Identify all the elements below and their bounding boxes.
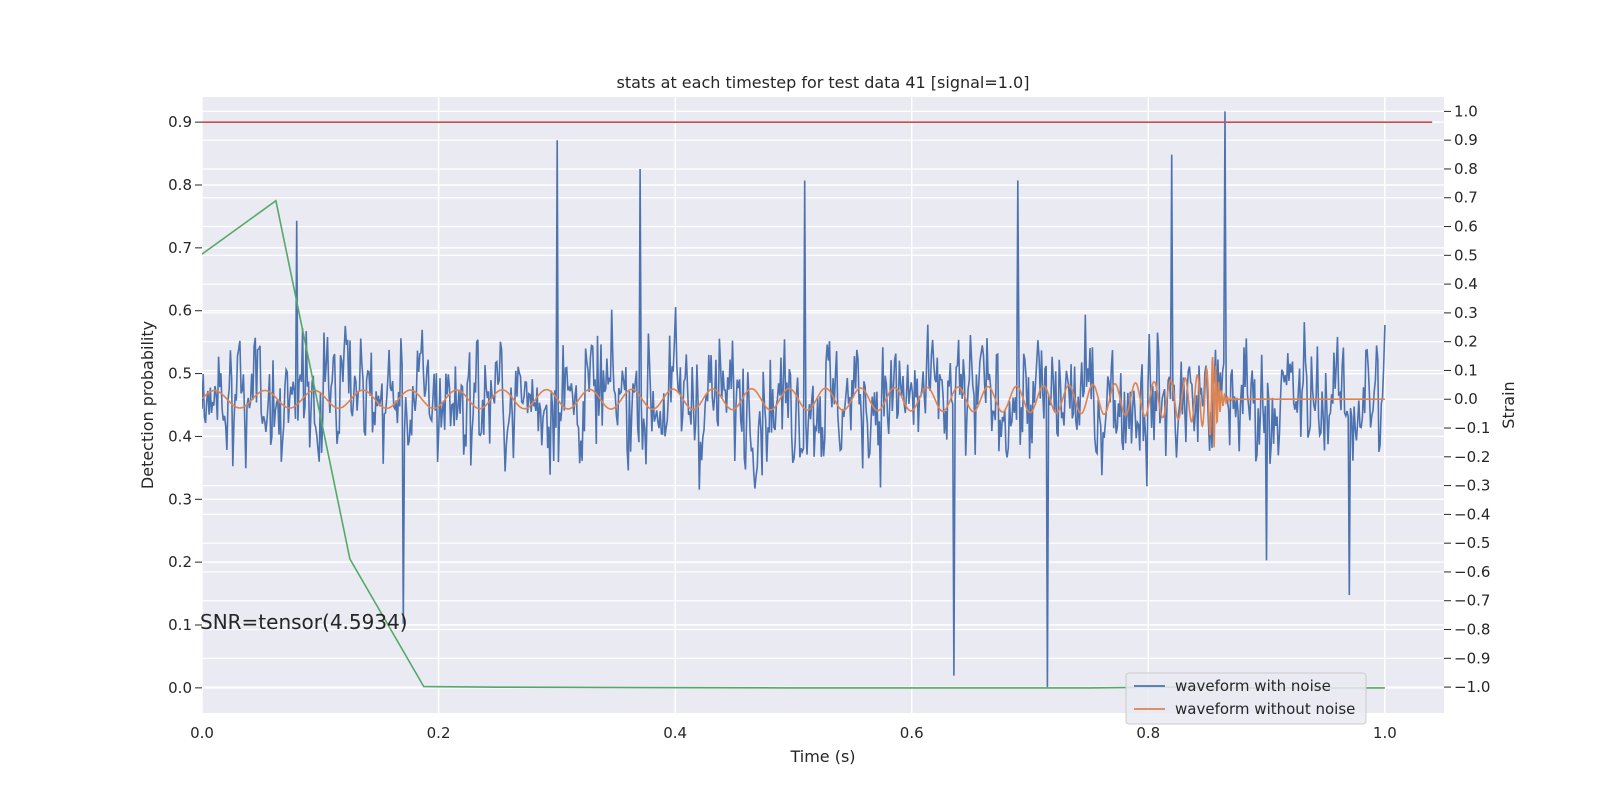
y-right-tick-label: −0.8 (1454, 621, 1490, 639)
legend-label-waveform-with-noise: waveform with noise (1175, 677, 1331, 695)
y-right-tick-label: −0.2 (1454, 448, 1490, 466)
x-tick-label: 1.0 (1373, 724, 1397, 742)
y-right-tick-label: −0.4 (1454, 505, 1490, 523)
series-line-waveform-without-noise (202, 357, 1385, 448)
y-axis-left-ticks: 0.0 0.1 0.2 0.3 0.4 0.5 0.6 0.7 0.8 0.9 (168, 113, 202, 697)
x-axis-label: Time (s) (789, 747, 855, 766)
y-right-tick-label: −0.7 (1454, 592, 1490, 610)
y-right-tick-label: −1.0 (1454, 678, 1490, 696)
y-right-tick-label: 0.5 (1454, 246, 1478, 264)
y-axis-right-label: Strain (1499, 381, 1518, 428)
y-axis-left-label: Detection probability (138, 321, 157, 489)
y-right-tick-label: 0.9 (1454, 131, 1478, 149)
x-tick-label: 0.2 (427, 724, 451, 742)
y-axis-right-ticks: 1.0 0.9 0.8 0.7 0.6 0.5 0.4 0.3 0.2 0.1 0.0 −0.1 −0.… (1444, 102, 1490, 696)
y-tick-label: 0.4 (168, 427, 192, 445)
y-tick-label: 0.8 (168, 176, 192, 194)
y-right-tick-label: −0.5 (1454, 534, 1490, 552)
y-right-tick-label: 0.8 (1454, 160, 1478, 178)
x-tick-label: 0.6 (900, 724, 924, 742)
y-right-tick-label: 0.4 (1454, 275, 1478, 293)
y-tick-label: 0.6 (168, 302, 192, 320)
x-tick-label: 0.8 (1136, 724, 1160, 742)
y-right-tick-label: 0.3 (1454, 304, 1478, 322)
chart-title: stats at each timestep for test data 41 … (617, 73, 1030, 92)
y-right-tick-label: −0.6 (1454, 563, 1490, 581)
y-tick-label: 0.7 (168, 239, 192, 257)
x-tick-label: 0.4 (663, 724, 687, 742)
y-right-tick-label: −0.9 (1454, 649, 1490, 667)
y-right-tick-label: 1.0 (1454, 102, 1478, 120)
y-tick-label: 0.2 (168, 553, 192, 571)
y-right-tick-label: 0.0 (1454, 390, 1478, 408)
y-right-tick-label: 0.6 (1454, 218, 1478, 236)
y-right-tick-label: −0.3 (1454, 477, 1490, 495)
legend-box (1125, 672, 1367, 725)
y-tick-label: 0.3 (168, 490, 192, 508)
y-right-tick-label: 0.7 (1454, 189, 1478, 207)
y-right-tick-label: 0.2 (1454, 333, 1478, 351)
y-right-tick-label: 0.1 (1454, 361, 1478, 379)
y-tick-label: 0.0 (168, 679, 192, 697)
y-tick-label: 0.5 (168, 365, 192, 383)
y-tick-label: 0.9 (168, 113, 192, 131)
legend-label-waveform-without-noise: waveform without noise (1175, 700, 1355, 718)
x-axis-ticks: 0.0 0.2 0.4 0.6 0.8 1.0 (190, 724, 1397, 742)
y-right-tick-label: −0.1 (1454, 419, 1490, 437)
snr-annotation: SNR=tensor(4.5934) (200, 610, 408, 634)
x-tick-label: 0.0 (190, 724, 214, 742)
legend: waveform with noise waveform without noi… (1125, 672, 1367, 725)
y-tick-label: 0.1 (168, 616, 192, 634)
